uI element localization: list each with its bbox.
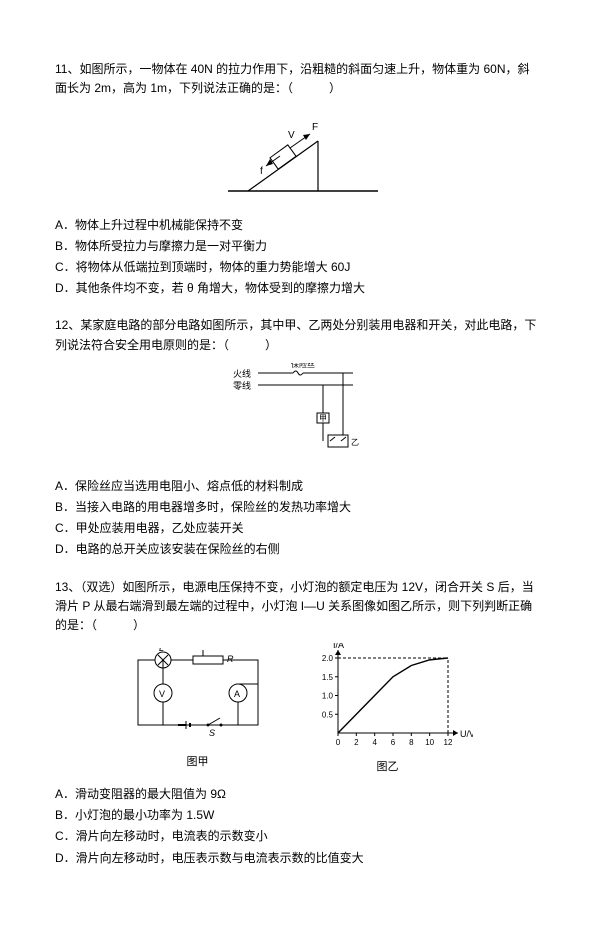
circuit-caption: 图甲 <box>123 754 273 772</box>
svg-text:火线: 火线 <box>233 368 251 379</box>
q11-optA: A．物体上升过程中机械能保持不变 <box>55 216 540 235</box>
svg-text:P: P <box>201 648 206 650</box>
q11-stem: 11、如图所示，一物体在 40N 的拉力作用下，沿粗糙的斜面匀速上升，物体重为 … <box>55 60 540 98</box>
svg-text:S: S <box>209 728 215 738</box>
q13-figures: L P R V A <box>55 643 540 777</box>
question-13: 13、（双选）如图所示，电源电压保持不变，小灯泡的额定电压为 12V，闭合开关 … <box>55 578 540 868</box>
svg-text:10: 10 <box>425 738 434 747</box>
q11-optC: C．将物体从低端拉到顶端时，物体的重力势能增大 60J <box>55 258 540 277</box>
svg-text:12: 12 <box>443 738 452 747</box>
svg-text:甲: 甲 <box>319 414 327 423</box>
svg-text:乙: 乙 <box>351 438 359 447</box>
svg-text:2: 2 <box>354 738 359 747</box>
svg-text:零线: 零线 <box>233 380 251 391</box>
q12-figure: 火线 零线 保险丝 甲 乙 <box>55 363 540 469</box>
chart-caption: 图乙 <box>303 759 473 777</box>
svg-text:R: R <box>227 654 234 664</box>
q13-circuit: L P R V A <box>123 648 273 772</box>
svg-text:0: 0 <box>335 738 340 747</box>
q13-options: A．滑动变阻器的最大阻值为 9Ω B．小灯泡的最小功率为 1.5W C．滑片向左… <box>55 785 540 868</box>
q13-optB: B．小灯泡的最小功率为 1.5W <box>55 806 540 825</box>
label-F: F <box>312 122 318 133</box>
svg-text:0.5: 0.5 <box>321 710 333 719</box>
q13-optC: C．滑片向左移动时，电流表的示数变小 <box>55 827 540 846</box>
svg-text:4: 4 <box>372 738 377 747</box>
q12-options: A．保险丝应当选用电阻小、熔点低的材料制成 B．当接入电路的用电器增多时，保险丝… <box>55 477 540 560</box>
q12-optD: D．电路的总开关应该安装在保险丝的右侧 <box>55 540 540 559</box>
svg-text:A: A <box>234 689 240 699</box>
svg-text:6: 6 <box>390 738 395 747</box>
svg-text:I/A: I/A <box>333 643 344 650</box>
q13-optA: A．滑动变阻器的最大阻值为 9Ω <box>55 785 540 804</box>
svg-text:保险丝: 保险丝 <box>291 363 315 369</box>
svg-text:8: 8 <box>409 738 414 747</box>
svg-text:1.5: 1.5 <box>321 673 333 682</box>
label-v: V <box>288 130 295 141</box>
svg-text:U/V: U/V <box>460 729 473 739</box>
q12-optA: A．保险丝应当选用电阻小、熔点低的材料制成 <box>55 477 540 496</box>
svg-text:1.0: 1.0 <box>321 692 333 701</box>
question-12: 12、某家庭电路的部分电路如图所示，其中甲、乙两处分别装用电器和开关，对此电路，… <box>55 316 540 559</box>
q12-optC: C．甲处应装用电器，乙处应装开关 <box>55 519 540 538</box>
q11-optB: B．物体所受拉力与摩擦力是一对平衡力 <box>55 237 540 256</box>
question-11: 11、如图所示，一物体在 40N 的拉力作用下，沿粗糙的斜面匀速上升，物体重为 … <box>55 60 540 298</box>
svg-text:2.0: 2.0 <box>321 654 333 663</box>
q11-options: A．物体上升过程中机械能保持不变 B．物体所受拉力与摩擦力是一对平衡力 C．将物… <box>55 216 540 299</box>
q13-stem: 13、（双选）如图所示，电源电压保持不变，小灯泡的额定电压为 12V，闭合开关 … <box>55 578 540 636</box>
q11-optD: D．其他条件均不变，若 θ 角增大，物体受到的摩擦力增大 <box>55 279 540 298</box>
q12-optB: B．当接入电路的用电器增多时，保险丝的发热功率增大 <box>55 498 540 517</box>
svg-text:V: V <box>159 689 165 699</box>
q12-stem: 12、某家庭电路的部分电路如图所示，其中甲、乙两处分别装用电器和开关，对此电路，… <box>55 316 540 354</box>
q13-chart: I/A U/V 0 2 4 6 8 10 12 0.5 1.0 1.5 2.0 图乙 <box>303 643 473 777</box>
q13-optD: D．滑片向左移动时，电压表示数与电流表示数的比值变大 <box>55 849 540 868</box>
svg-text:L: L <box>159 648 164 653</box>
q11-figure: V F f <box>55 106 540 207</box>
label-f: f <box>260 166 263 177</box>
